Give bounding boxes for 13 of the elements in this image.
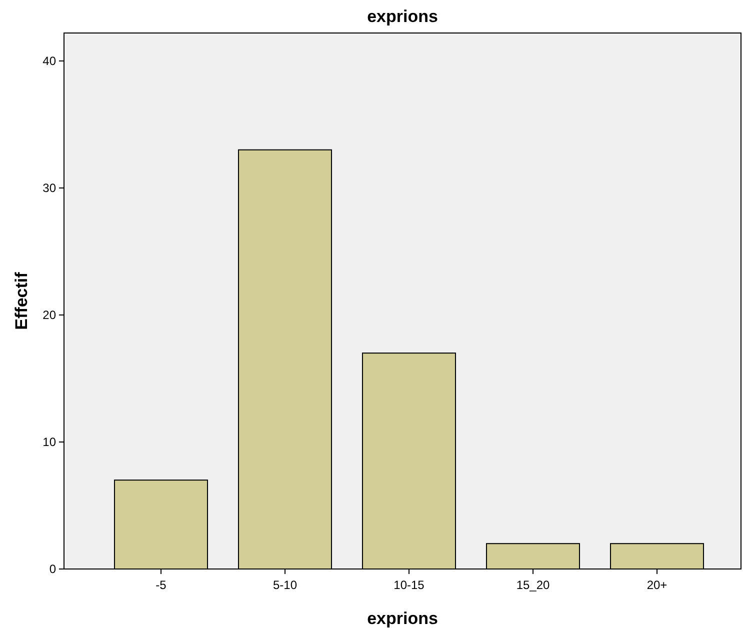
x-tick-label: 5-10 [272,578,298,592]
y-tick-label: 30 [42,181,56,196]
y-tick-label: 0 [49,562,56,576]
y-tick-label: 40 [42,54,56,68]
chart-title: exprions [367,7,438,26]
x-tick-label: -5 [156,578,167,592]
x-tick-label: 20+ [646,578,668,592]
x-tick-label: 15_20 [516,578,550,592]
y-tick-label: 10 [42,435,56,450]
x-axis-title: exprions [367,609,438,628]
x-tick-label: 10-15 [394,578,425,592]
y-axis-title: Effectif [12,272,31,330]
y-tick-label: 20 [42,308,56,322]
